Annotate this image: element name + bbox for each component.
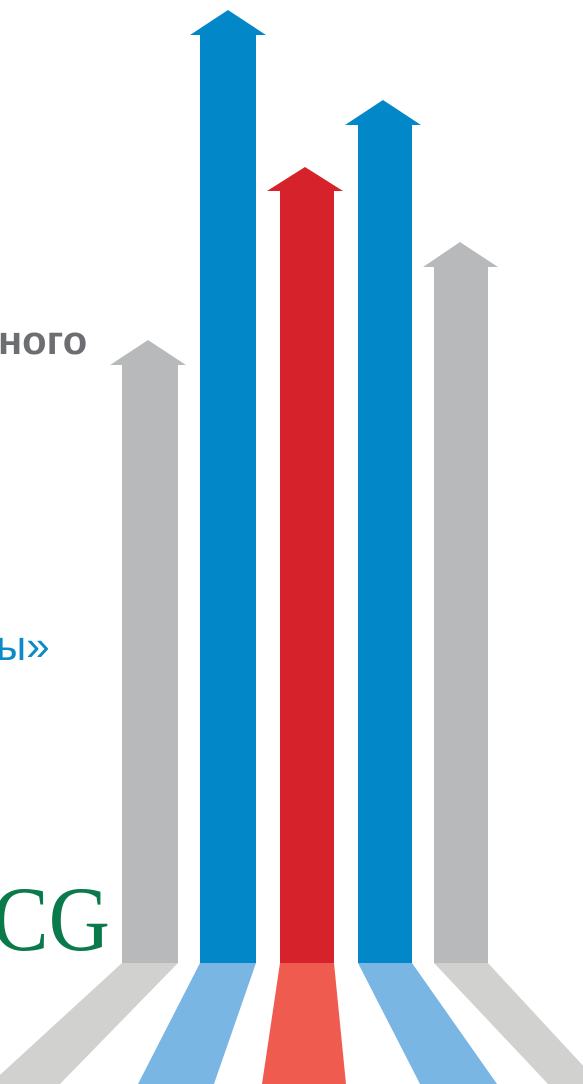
base-red [262,963,346,1084]
cover: ного ы» CG [0,0,583,1084]
arrow-gray-right [423,242,498,963]
arrow-blue-right [345,100,421,963]
title-text: ного [0,319,87,363]
subtitle-text: ы» [0,622,50,669]
arrows [110,10,498,963]
page: ного ы» CG (() => { const data = JSON.pa… [0,0,583,1084]
arrow-red [267,167,343,963]
logo-text: CG [0,868,110,970]
arrow-bases [0,963,583,1084]
arrow-gray-left [110,340,186,963]
arrow-blue-left [190,10,266,963]
